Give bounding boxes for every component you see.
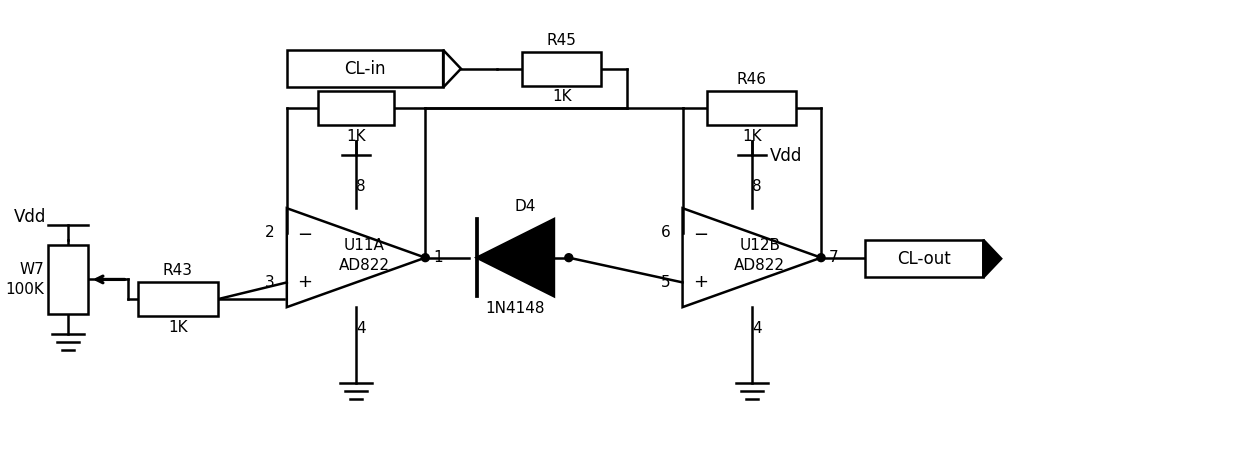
Text: 7: 7 [830, 250, 838, 265]
Text: 1N4148: 1N4148 [486, 301, 546, 316]
Text: 1K: 1K [552, 90, 572, 105]
Bar [864, 240, 983, 278]
Circle shape [817, 254, 825, 262]
Text: D4: D4 [515, 199, 536, 214]
Text: 4: 4 [751, 321, 761, 336]
Text: 8: 8 [356, 179, 366, 194]
Text: U12B: U12B [739, 238, 780, 253]
Text: $+$: $+$ [693, 273, 708, 291]
Bar [707, 91, 796, 125]
Text: R45: R45 [547, 33, 577, 48]
Bar [522, 52, 601, 86]
Bar [319, 91, 393, 125]
Text: 3: 3 [265, 275, 275, 290]
Text: 6: 6 [661, 225, 671, 240]
Polygon shape [476, 219, 554, 296]
Text: 2: 2 [265, 225, 275, 240]
Bar [286, 50, 443, 87]
Bar [139, 283, 217, 316]
Text: R43: R43 [162, 263, 193, 278]
Text: AD822: AD822 [339, 258, 389, 273]
Bar [48, 245, 88, 314]
Text: AD822: AD822 [734, 258, 785, 273]
Text: $+$: $+$ [298, 273, 312, 291]
Text: R44: R44 [341, 72, 371, 87]
Text: 1K: 1K [742, 129, 761, 144]
Text: 4: 4 [356, 321, 366, 336]
Text: CL-out: CL-out [897, 250, 951, 268]
Text: W7: W7 [20, 262, 45, 277]
Text: 1: 1 [433, 250, 443, 265]
Text: U11A: U11A [343, 238, 384, 253]
Polygon shape [983, 240, 1001, 278]
Text: CL-in: CL-in [345, 60, 386, 78]
Circle shape [565, 254, 573, 262]
Text: R46: R46 [737, 72, 766, 87]
Text: 5: 5 [661, 275, 671, 290]
Text: 8: 8 [751, 179, 761, 194]
Circle shape [422, 254, 429, 262]
Text: 1K: 1K [169, 320, 187, 335]
Text: $-$: $-$ [298, 224, 312, 242]
Text: Vdd: Vdd [770, 147, 802, 165]
Text: $-$: $-$ [693, 224, 708, 242]
Text: 100K: 100K [5, 282, 45, 297]
Text: 1K: 1K [346, 129, 366, 144]
Text: Vdd: Vdd [14, 208, 46, 226]
